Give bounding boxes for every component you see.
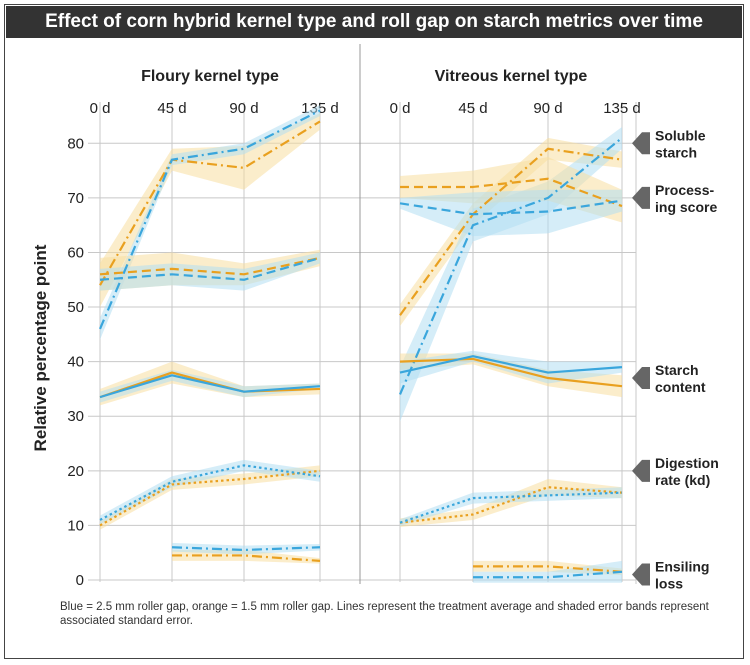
series-line <box>473 565 623 573</box>
y-tick-label: 20 <box>67 463 84 480</box>
series-line <box>98 109 321 330</box>
y-axis-label: Relative percentage point <box>31 244 50 451</box>
series-line <box>99 464 321 521</box>
metric-arrow-icon <box>632 186 650 209</box>
x-tick-label: 45 d <box>458 100 487 117</box>
y-tick-label: 50 <box>67 299 84 316</box>
x-tick-label: 90 d <box>533 100 562 117</box>
y-tick-label: 70 <box>67 190 84 207</box>
series-line <box>99 371 321 399</box>
series-line <box>171 546 321 552</box>
chart-frame <box>4 4 744 659</box>
metric-label-text: Process- <box>655 182 714 198</box>
metric-label-text: Starch <box>655 362 699 378</box>
metric-label-text: Digestion <box>655 455 719 471</box>
band-layer <box>100 105 320 564</box>
error-band <box>100 105 320 340</box>
x-tick-label: 90 d <box>229 100 258 117</box>
chart-title: Effect of corn hybrid kernel type and ro… <box>45 11 703 32</box>
metric-label-text: ing score <box>655 199 717 215</box>
error-band <box>172 549 320 564</box>
metric-label-text: Ensiling <box>655 559 709 575</box>
y-tick-label: 80 <box>67 135 84 152</box>
metric-label-text: Soluble <box>655 127 706 143</box>
series-line <box>400 177 623 208</box>
title-bar: Effect of corn hybrid kernel type and ro… <box>6 6 742 38</box>
series-line <box>399 147 623 316</box>
panel-title: Floury kernel type <box>141 68 279 85</box>
error-band <box>100 113 320 308</box>
y-tick-label: 10 <box>67 517 84 534</box>
x-tick-label: 0 d <box>90 100 111 117</box>
line-layer <box>398 136 623 579</box>
error-band <box>400 487 622 526</box>
metric-arrow-icon <box>632 459 650 482</box>
series-line <box>99 256 321 276</box>
metric-label: Process-ing score <box>632 182 717 215</box>
line-layer <box>98 109 321 562</box>
error-band <box>400 189 622 237</box>
x-tick-label: 45 d <box>157 100 186 117</box>
band-layer <box>400 126 622 583</box>
series-line <box>99 374 321 399</box>
series-line <box>399 491 623 524</box>
series-line <box>399 357 623 388</box>
x-tick-label: 135 d <box>603 100 641 117</box>
error-band <box>100 465 320 530</box>
y-tick-label: 30 <box>67 408 84 425</box>
panel-title: Vitreous kernel type <box>435 68 588 85</box>
error-band <box>100 252 320 291</box>
error-band <box>100 459 320 525</box>
error-band <box>172 542 320 555</box>
chart-caption: Blue = 2.5 mm roller gap, orange = 1.5 m… <box>60 601 709 627</box>
series-line <box>399 199 623 216</box>
metric-label-text: content <box>655 379 706 395</box>
series-line <box>99 469 321 527</box>
metric-arrow-icon <box>632 367 650 390</box>
series-line <box>99 120 321 286</box>
series-line <box>399 355 623 374</box>
error-band <box>400 126 622 422</box>
y-tick-label: 40 <box>67 354 84 371</box>
series-line <box>99 256 321 281</box>
metric-arrow-icon <box>632 132 650 155</box>
metric-label-text: rate (kd) <box>655 472 710 488</box>
series-line <box>398 136 623 395</box>
x-tick-label: 0 d <box>390 100 411 117</box>
series-line <box>473 570 623 579</box>
error-band <box>473 560 622 583</box>
series-line <box>172 554 321 562</box>
y-tick-label: 60 <box>67 244 84 261</box>
metric-label-text: loss <box>655 576 683 592</box>
metric-label-text: starch <box>655 144 697 160</box>
y-tick-label: 0 <box>76 572 84 589</box>
metric-arrow-icon <box>632 563 650 586</box>
